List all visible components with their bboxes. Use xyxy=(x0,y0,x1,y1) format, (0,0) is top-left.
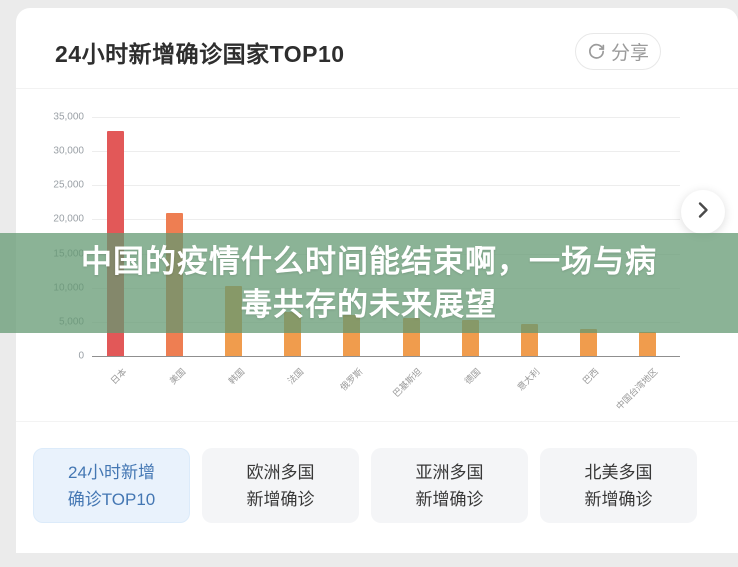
page-title: 24小时新增确诊国家TOP10 xyxy=(55,41,345,67)
chevron-right-icon xyxy=(693,200,713,225)
gridline xyxy=(92,219,680,221)
x-axis-label: 德国 xyxy=(462,366,483,387)
x-axis-label: 法国 xyxy=(285,366,306,387)
headline-line-2: 毒共存的未来展望 xyxy=(241,287,497,322)
tab-europe-new-confirmed[interactable]: 欧洲多国 新增确诊 xyxy=(202,448,359,523)
tab-label-line: 北美多国 xyxy=(584,462,653,482)
tab-label-line: 新增确诊 xyxy=(415,489,484,509)
gridline xyxy=(92,117,680,118)
tab-label-line: 欧洲多国 xyxy=(246,462,315,482)
x-axis-line xyxy=(92,356,680,357)
tab-label-line: 新增确诊 xyxy=(584,489,653,509)
y-axis-tick-label: 25,000 xyxy=(53,179,84,191)
bar-巴西 xyxy=(579,328,597,356)
share-button[interactable]: 分享 xyxy=(575,33,661,70)
chart-header: 24小时新增确诊国家TOP10 分享 xyxy=(16,8,738,89)
y-axis-tick-label: 35,000 xyxy=(53,111,84,123)
tab-label-line: 新增确诊 xyxy=(246,489,315,509)
headline-overlay-banner: 中国的疫情什么时间能结束啊，一场与病 毒共存的未来展望 xyxy=(0,233,738,333)
tab-north-america-new-confirmed[interactable]: 北美多国 新增确诊 xyxy=(540,448,697,523)
share-button-label: 分享 xyxy=(610,43,649,64)
carousel-next-button[interactable] xyxy=(681,190,725,234)
tab-label-line: 亚洲多国 xyxy=(415,462,484,482)
gridline xyxy=(92,185,680,187)
tab-asia-new-confirmed[interactable]: 亚洲多国 新增确诊 xyxy=(371,448,528,523)
y-axis-tick-label: 30,000 xyxy=(53,145,84,157)
x-axis-label: 韩国 xyxy=(226,366,247,387)
chart-tab-bar: 24小时新增 确诊TOP10 欧洲多国 新增确诊 亚洲多国 新增确诊 北美多国 … xyxy=(33,448,697,523)
divider xyxy=(16,421,738,422)
bar-中国台湾地区 xyxy=(638,332,656,356)
x-axis-label: 日本 xyxy=(108,366,128,387)
tab-label-line: 确诊TOP10 xyxy=(67,489,156,509)
headline-line-1: 中国的疫情什么时间能结束啊，一场与病 xyxy=(81,244,657,279)
x-axis-label: 俄罗斯 xyxy=(338,366,365,393)
x-axis-label: 意大利 xyxy=(515,366,542,393)
y-axis-tick-label: 0 xyxy=(78,350,84,362)
x-axis-label: 中国台湾地区 xyxy=(614,366,660,412)
gridline xyxy=(92,151,680,153)
tab-24h-new-confirmed-top10[interactable]: 24小时新增 确诊TOP10 xyxy=(33,448,190,523)
x-axis-label: 巴西 xyxy=(580,366,601,387)
x-axis-label: 巴基斯坦 xyxy=(390,366,424,399)
tab-label-line: 24小时新增 xyxy=(68,462,155,482)
y-axis-tick-label: 20,000 xyxy=(53,213,84,225)
share-icon xyxy=(587,42,606,61)
x-axis-label: 美国 xyxy=(167,366,188,387)
